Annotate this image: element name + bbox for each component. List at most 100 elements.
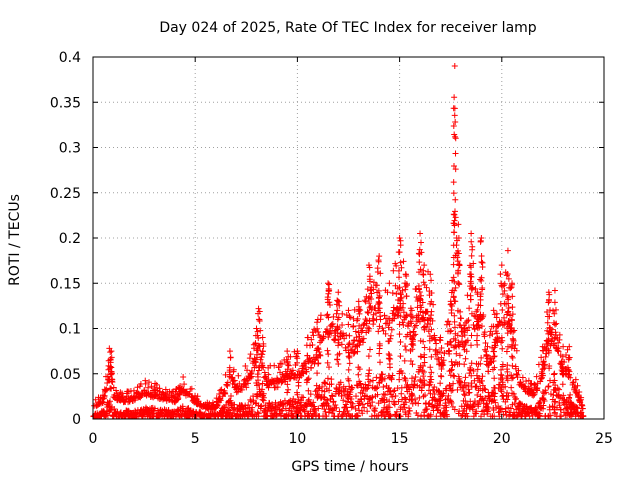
data-point (180, 374, 187, 381)
data-point (315, 360, 322, 367)
data-point (461, 392, 468, 399)
data-point (330, 398, 337, 405)
data-point (255, 305, 262, 312)
data-point (507, 405, 514, 412)
data-point (514, 374, 521, 381)
data-point (552, 398, 559, 405)
data-point (416, 318, 423, 325)
data-point (440, 357, 447, 364)
data-point (452, 196, 459, 203)
data-point (376, 253, 383, 260)
data-point (415, 286, 422, 293)
data-point (395, 305, 402, 312)
data-point (579, 405, 586, 412)
data-point (364, 408, 371, 415)
data-point (544, 319, 551, 326)
data-point (412, 331, 419, 338)
data-point (428, 298, 435, 305)
data-point (448, 327, 455, 334)
data-point (335, 361, 342, 368)
data-point (350, 323, 357, 330)
data-point (443, 404, 450, 411)
data-point (259, 362, 266, 369)
data-point (450, 105, 457, 112)
data-point (257, 356, 264, 363)
data-point (537, 413, 544, 420)
data-point (400, 258, 407, 265)
data-point (437, 372, 444, 379)
data-point (314, 325, 321, 332)
data-point (335, 339, 342, 346)
data-point (477, 296, 484, 303)
data-point (274, 384, 281, 391)
data-point (502, 383, 509, 390)
data-point (97, 394, 104, 401)
data-point (265, 384, 272, 391)
chart-title: Day 024 of 2025, Rate Of TEC Index for r… (159, 20, 536, 36)
data-point (226, 348, 233, 355)
data-point (406, 386, 413, 393)
data-point (314, 370, 321, 377)
data-point (489, 366, 496, 373)
data-point (325, 288, 332, 295)
data-point (367, 403, 374, 410)
data-point (478, 323, 485, 330)
data-point (365, 295, 372, 302)
data-point (426, 288, 433, 295)
data-point (351, 306, 358, 313)
data-point (501, 314, 508, 321)
data-point (408, 307, 415, 314)
data-point (464, 413, 471, 420)
data-point (375, 413, 382, 420)
data-point (233, 389, 240, 396)
data-point (490, 307, 497, 314)
data-point (324, 311, 331, 318)
data-point (284, 348, 291, 355)
data-point (403, 313, 410, 320)
data-point (504, 330, 511, 337)
data-point (389, 393, 396, 400)
data-point (450, 179, 457, 186)
data-point (499, 307, 506, 314)
data-point (418, 239, 425, 246)
data-point (309, 342, 316, 349)
data-point (550, 371, 557, 378)
data-point (508, 384, 515, 391)
data-point (283, 356, 290, 363)
data-point (396, 274, 403, 281)
data-point (254, 390, 261, 397)
data-point (478, 259, 485, 266)
data-point (448, 399, 455, 406)
data-point (426, 337, 433, 344)
data-point (565, 366, 572, 373)
data-point (401, 357, 408, 364)
data-point (366, 318, 373, 325)
data-point (333, 404, 340, 411)
data-point (392, 282, 399, 289)
data-point (235, 372, 242, 379)
data-point (465, 324, 472, 331)
data-point (403, 293, 410, 300)
data-point (458, 315, 465, 322)
data-point (416, 269, 423, 276)
data-point (313, 411, 320, 418)
data-point (462, 374, 469, 381)
data-point (448, 309, 455, 316)
data-point (352, 405, 359, 412)
data-point (231, 401, 238, 408)
data-points (90, 63, 587, 420)
data-point (359, 410, 366, 417)
data-point (424, 406, 431, 413)
data-point (390, 304, 397, 311)
data-point (361, 404, 368, 411)
data-point (393, 262, 400, 269)
data-point (497, 300, 504, 307)
data-point (327, 327, 334, 334)
data-point (385, 372, 392, 379)
data-point (344, 398, 351, 405)
data-point (420, 271, 427, 278)
data-point (509, 311, 516, 318)
data-point (382, 391, 389, 398)
data-point (511, 327, 518, 334)
data-point (252, 358, 259, 365)
